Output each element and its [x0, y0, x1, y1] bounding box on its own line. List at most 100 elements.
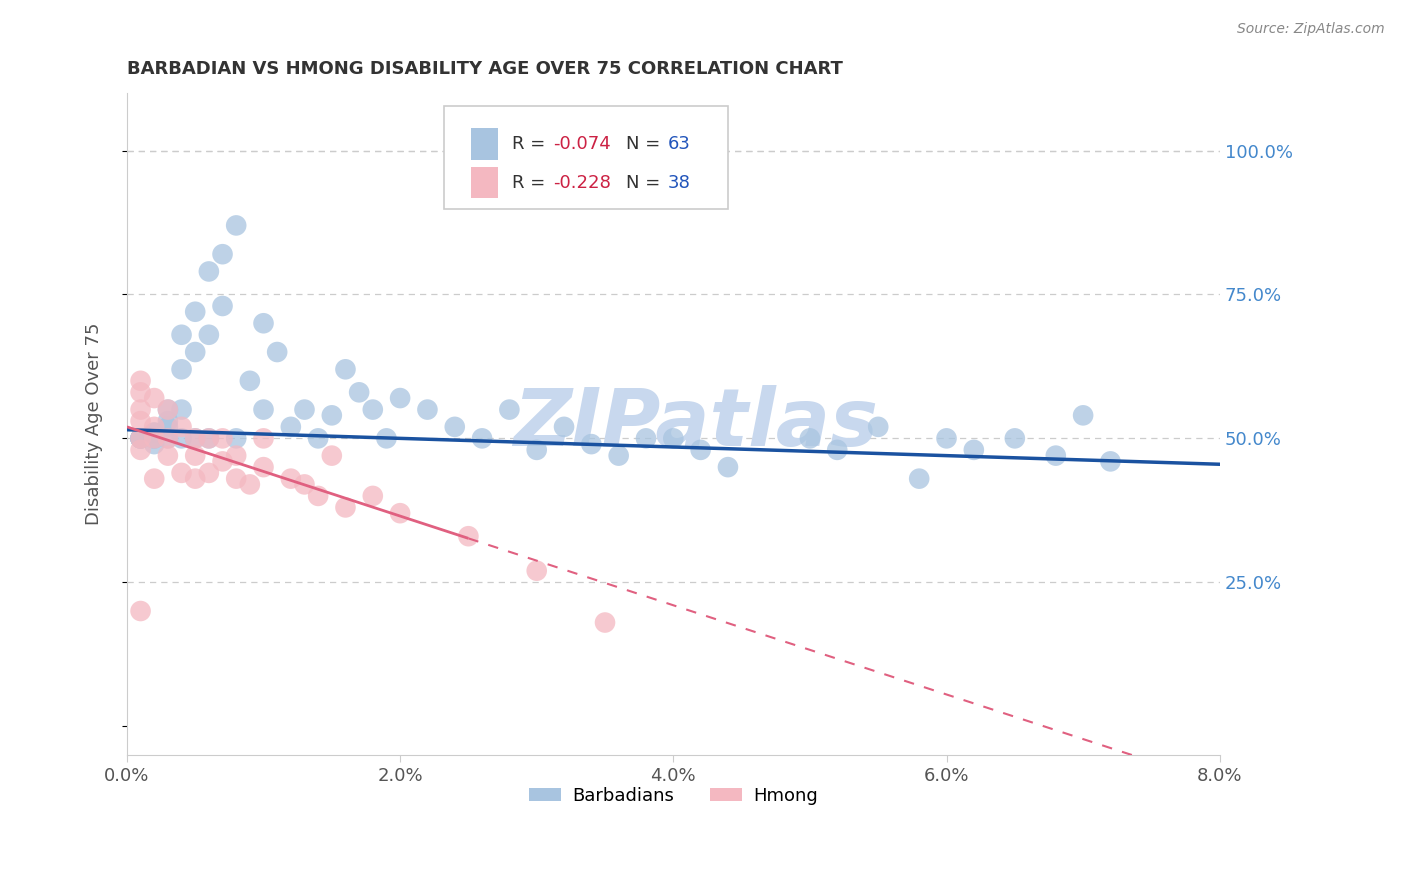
Point	[198, 264, 221, 278]
Point	[498, 402, 520, 417]
Point	[170, 327, 193, 342]
Text: R =: R =	[512, 174, 551, 192]
Point	[963, 442, 986, 457]
Point	[184, 449, 207, 463]
Text: -0.228: -0.228	[553, 174, 612, 192]
Point	[825, 442, 848, 457]
Point	[443, 420, 465, 434]
Point	[198, 327, 221, 342]
Point	[129, 431, 152, 445]
FancyBboxPatch shape	[471, 167, 499, 199]
Point	[156, 402, 179, 417]
Point	[239, 477, 262, 491]
Point	[266, 345, 288, 359]
Point	[143, 391, 166, 405]
Text: BARBADIAN VS HMONG DISABILITY AGE OVER 75 CORRELATION CHART: BARBADIAN VS HMONG DISABILITY AGE OVER 7…	[127, 60, 842, 78]
Point	[389, 391, 412, 405]
Point	[143, 431, 166, 445]
Point	[361, 402, 384, 417]
Point	[307, 431, 329, 445]
Point	[129, 442, 152, 457]
Point	[129, 385, 152, 400]
Point	[1071, 409, 1094, 423]
Point	[1099, 454, 1122, 468]
Point	[321, 409, 343, 423]
Point	[294, 477, 316, 491]
Text: 38: 38	[668, 174, 690, 192]
Text: Source: ZipAtlas.com: Source: ZipAtlas.com	[1237, 22, 1385, 37]
Point	[294, 402, 316, 417]
Point	[321, 449, 343, 463]
Legend: Barbadians, Hmong: Barbadians, Hmong	[522, 780, 825, 812]
Point	[129, 374, 152, 388]
Point	[129, 402, 152, 417]
Point	[184, 345, 207, 359]
Point	[526, 442, 548, 457]
Point	[198, 431, 221, 445]
Point	[211, 247, 233, 261]
Point	[280, 472, 302, 486]
Point	[252, 402, 274, 417]
Point	[184, 472, 207, 486]
Point	[225, 472, 247, 486]
Text: N =: N =	[626, 136, 666, 153]
Point	[335, 500, 357, 515]
FancyBboxPatch shape	[471, 128, 499, 160]
Point	[129, 604, 152, 618]
Point	[225, 449, 247, 463]
Text: N =: N =	[626, 174, 666, 192]
Point	[129, 431, 152, 445]
Point	[581, 437, 603, 451]
Point	[553, 420, 575, 434]
Point	[156, 449, 179, 463]
Point	[607, 449, 630, 463]
Text: R =: R =	[512, 136, 551, 153]
Point	[225, 219, 247, 233]
Point	[799, 431, 821, 445]
FancyBboxPatch shape	[444, 106, 728, 209]
Point	[526, 564, 548, 578]
Point	[1045, 449, 1067, 463]
Point	[868, 420, 890, 434]
Point	[634, 431, 657, 445]
Point	[457, 529, 479, 543]
Text: -0.074: -0.074	[553, 136, 610, 153]
Point	[156, 431, 179, 445]
Point	[156, 402, 179, 417]
Point	[156, 420, 179, 434]
Point	[389, 506, 412, 520]
Point	[689, 442, 711, 457]
Point	[416, 402, 439, 417]
Point	[225, 431, 247, 445]
Point	[184, 431, 207, 445]
Point	[252, 316, 274, 330]
Point	[280, 420, 302, 434]
Point	[347, 385, 370, 400]
Point	[156, 414, 179, 428]
Point	[198, 466, 221, 480]
Point	[239, 374, 262, 388]
Point	[129, 431, 152, 445]
Point	[662, 431, 685, 445]
Point	[471, 431, 494, 445]
Point	[143, 472, 166, 486]
Text: ZIPatlas: ZIPatlas	[513, 385, 877, 463]
Point	[143, 431, 166, 445]
Point	[184, 431, 207, 445]
Point	[170, 402, 193, 417]
Point	[170, 466, 193, 480]
Point	[170, 431, 193, 445]
Point	[252, 460, 274, 475]
Point	[211, 454, 233, 468]
Point	[211, 299, 233, 313]
Point	[593, 615, 616, 630]
Point	[335, 362, 357, 376]
Point	[129, 431, 152, 445]
Point	[252, 431, 274, 445]
Point	[361, 489, 384, 503]
Point	[129, 431, 152, 445]
Point	[143, 425, 166, 440]
Point	[375, 431, 398, 445]
Point	[129, 414, 152, 428]
Point	[143, 420, 166, 434]
